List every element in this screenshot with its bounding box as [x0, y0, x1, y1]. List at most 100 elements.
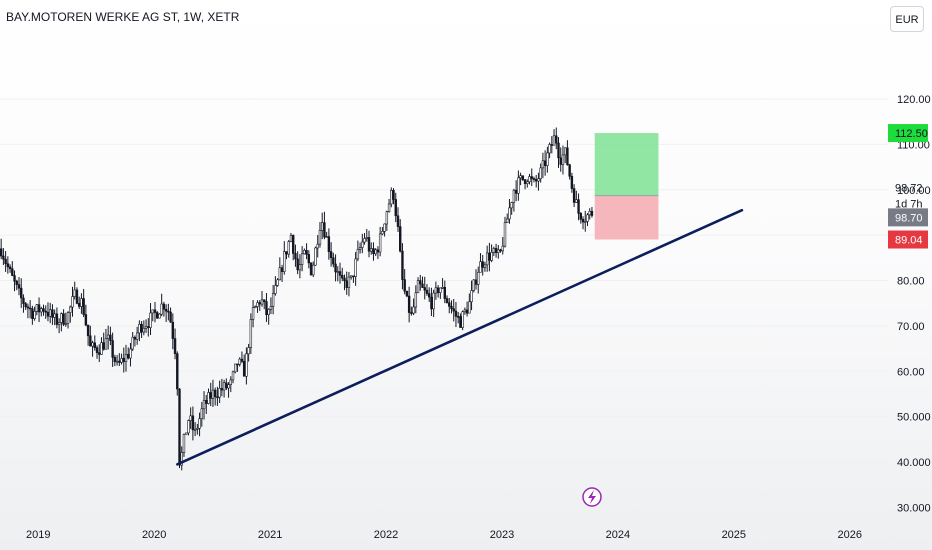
candle-body [198, 418, 201, 429]
candle-body [100, 342, 103, 355]
candle-body [532, 178, 536, 180]
candle-body [575, 199, 578, 203]
candle-body [541, 160, 545, 169]
candle-body [66, 312, 70, 324]
candle-body [307, 254, 311, 264]
time-axis[interactable]: 2019 2020 2021 2022 2023 2024 2025 2026 [26, 529, 862, 541]
candle-body [300, 253, 304, 265]
candle-body [316, 243, 319, 249]
candle-body [590, 210, 594, 216]
currency-button[interactable]: EUR [890, 6, 924, 32]
candle-body [519, 175, 522, 179]
candle-body [555, 135, 558, 144]
candle-body [432, 292, 435, 310]
candle-body [216, 396, 219, 399]
candle-body [171, 321, 175, 339]
candle-body [425, 289, 429, 294]
candle-body [49, 309, 52, 317]
loss-zone [594, 195, 659, 240]
candle-body [479, 261, 482, 273]
candle-body [249, 319, 253, 348]
candle-body [577, 199, 580, 214]
candle-body [240, 358, 244, 362]
candle-body [443, 286, 447, 299]
candle-body [512, 189, 516, 203]
candle-body [436, 287, 440, 294]
stop-price-badge: 89.04 [895, 235, 923, 247]
candle-body [419, 280, 422, 285]
candle-body [414, 292, 418, 308]
price-axis[interactable]: 120.00110.00100.0090.0080.0070.0060.0050… [897, 94, 931, 514]
trendline[interactable] [176, 208, 744, 466]
candle-body [95, 347, 99, 353]
candle-body [31, 308, 34, 319]
candle-body [358, 247, 362, 250]
candle-body [481, 261, 484, 268]
candle-body [378, 233, 382, 253]
profit-zone [594, 133, 659, 196]
x-tick-label: 2019 [26, 529, 50, 541]
entry-price-badge: 98.70 [895, 212, 923, 224]
x-tick-label: 2026 [838, 529, 862, 541]
grid [0, 98, 888, 508]
candle-body [71, 296, 74, 308]
target-price-badge: 112.50 [895, 128, 928, 140]
candle-body [151, 309, 154, 314]
candle-body [218, 388, 221, 398]
candle-body [227, 384, 230, 389]
candle-body [209, 392, 212, 399]
stop-price-badge-bg [888, 230, 928, 249]
candle-body [178, 388, 181, 466]
candle-body [91, 342, 94, 347]
candle-body [207, 392, 210, 404]
candle-body [189, 415, 192, 421]
candle-body [546, 152, 549, 166]
candle-body [220, 388, 224, 391]
candle-body [86, 324, 90, 337]
candle-body [296, 258, 299, 271]
candle-body [539, 167, 542, 180]
candle-body [28, 307, 32, 310]
candle-body [60, 313, 63, 323]
candle-body [149, 312, 152, 328]
candle-body [251, 307, 255, 320]
candle-body [396, 215, 400, 227]
y-tick-label: 80.00 [897, 276, 925, 288]
candle-body [292, 235, 295, 254]
candle-body [521, 175, 525, 180]
candle-body [483, 264, 487, 268]
long-position-tool[interactable] [594, 133, 659, 240]
candle-body [305, 250, 308, 255]
candle-body [260, 299, 264, 305]
candle-body [490, 251, 493, 261]
candle-body [113, 357, 117, 363]
candle-body [405, 290, 409, 297]
y-tick-label: 50.000 [897, 412, 931, 424]
candle-body [37, 304, 41, 313]
candle-body [535, 179, 538, 182]
candle-body [294, 253, 297, 260]
lightning-icon[interactable] [582, 487, 602, 507]
candle-body [162, 303, 166, 310]
candle-body [289, 235, 293, 242]
candle-body [325, 236, 328, 238]
candle-body [254, 306, 257, 308]
candle-body [345, 280, 348, 288]
candle-body [401, 250, 404, 280]
candle-body [557, 142, 560, 159]
candle-body [26, 306, 30, 309]
candle-body [184, 432, 188, 435]
candle-body [280, 267, 284, 272]
candle-body [385, 211, 389, 225]
candle-body [492, 248, 496, 253]
candle-body [205, 400, 208, 404]
candle-body [499, 249, 502, 252]
candle-body [488, 252, 491, 261]
candle-body [62, 313, 65, 325]
candle-body [33, 311, 36, 319]
candle-body [158, 313, 161, 319]
y-tick-label: 30.000 [897, 502, 931, 514]
candle-body [106, 334, 110, 339]
candle-body [98, 352, 101, 355]
